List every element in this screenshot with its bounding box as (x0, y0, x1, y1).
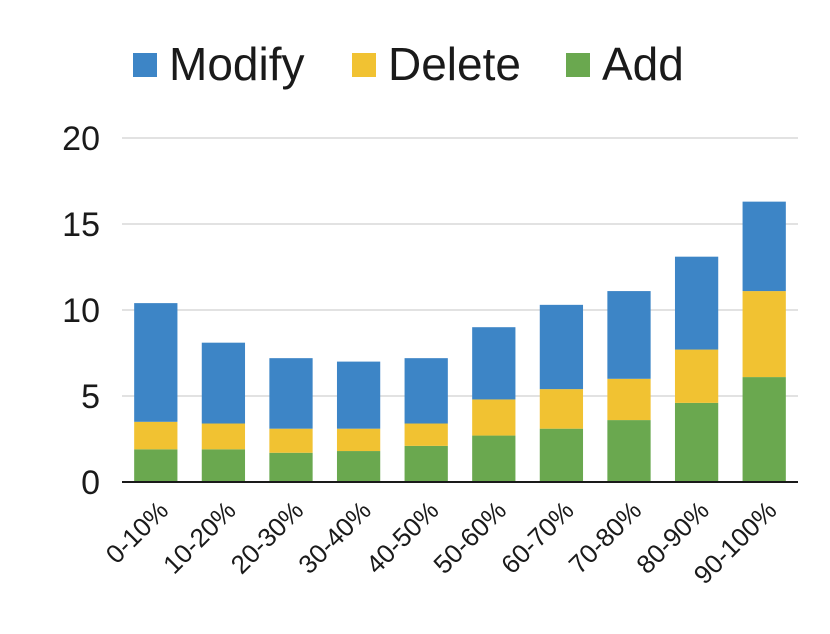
bar-segment-delete (539, 389, 584, 429)
bar-segment-add (336, 451, 381, 482)
bars (134, 201, 786, 482)
bar-segment-modify (674, 256, 719, 350)
x-tick-label: 10-20% (157, 495, 242, 580)
bar-segment-delete (134, 421, 178, 450)
legend-swatch-delete (352, 53, 376, 77)
y-axis-ticks: 0 5 10 15 20 (62, 120, 100, 502)
bar-segment-delete (404, 423, 448, 446)
bar-segment-add (607, 420, 651, 482)
bar-segment-add (404, 445, 448, 482)
bar-segment-modify (336, 361, 381, 429)
y-tick-label: 20 (62, 120, 100, 158)
legend: Modify Delete Add (133, 38, 684, 90)
x-tick-label: 50-60% (427, 495, 512, 580)
y-tick-label: 5 (81, 378, 100, 416)
x-tick-label: 70-80% (563, 495, 648, 580)
bar-segment-modify (269, 358, 313, 429)
bar-segment-add (674, 402, 719, 482)
legend-label-delete: Delete (388, 38, 521, 90)
legend-swatch-add (566, 53, 590, 77)
bar-segment-modify (404, 358, 448, 424)
bar-segment-modify (742, 201, 786, 292)
bar-segment-delete (336, 428, 381, 452)
bar-segment-modify (472, 327, 516, 400)
bar-segment-delete (472, 399, 516, 436)
legend-label-add: Add (602, 38, 684, 90)
bar-segment-modify (134, 303, 178, 422)
bar-segment-delete (607, 378, 651, 421)
bar-segment-modify (539, 304, 584, 390)
legend-label-modify: Modify (169, 38, 304, 90)
bar-segment-add (201, 449, 246, 482)
x-tick-label: 30-40% (292, 495, 377, 580)
bar-segment-delete (742, 291, 786, 378)
bar-segment-modify (201, 342, 246, 424)
y-tick-label: 0 (81, 464, 100, 502)
bar-segment-delete (269, 428, 313, 453)
x-axis-ticks: 0-10%10-20%20-30%30-40%40-50%50-60%60-70… (100, 495, 783, 590)
x-tick-label: 60-70% (495, 495, 580, 580)
y-tick-label: 15 (62, 206, 100, 244)
bar-segment-add (134, 449, 178, 482)
x-tick-label: 40-50% (360, 495, 445, 580)
legend-swatch-modify (133, 53, 157, 77)
bar-segment-delete (674, 349, 719, 403)
y-tick-label: 10 (62, 292, 100, 330)
bar-segment-delete (201, 423, 246, 450)
bar-segment-add (539, 428, 584, 482)
bar-segment-add (742, 377, 786, 482)
bar-segment-modify (607, 291, 651, 379)
x-tick-label: 20-30% (225, 495, 310, 580)
bar-segment-add (472, 435, 516, 482)
bar-segment-add (269, 452, 313, 482)
